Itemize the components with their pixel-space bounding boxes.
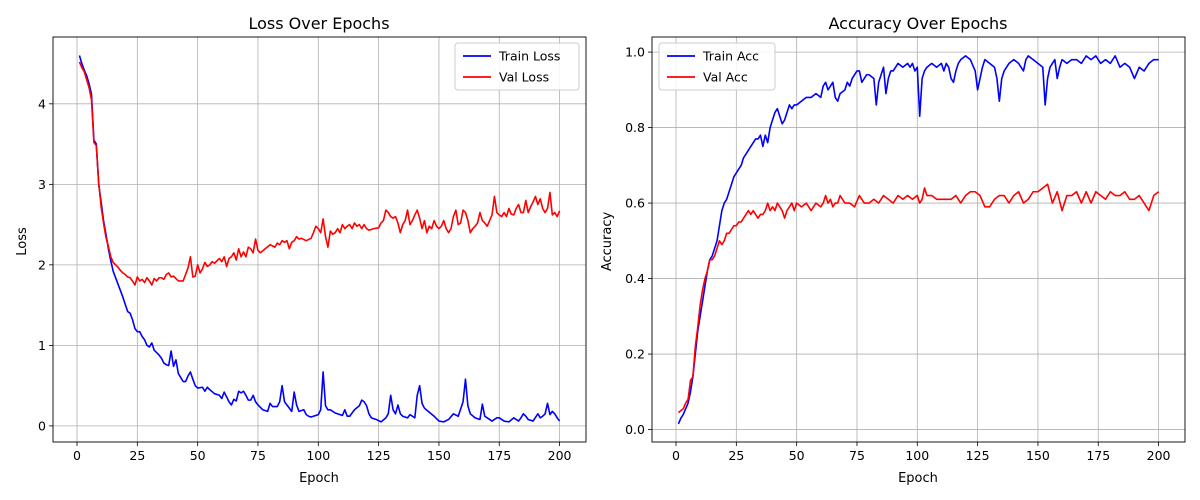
loss-xtick-label-2: 50 <box>190 448 206 463</box>
loss-xtick-label-6: 150 <box>427 448 451 463</box>
accuracy-xtick-label-5: 125 <box>966 448 990 463</box>
accuracy-xtick-label-3: 75 <box>849 448 865 463</box>
accuracy-chart-ylabel: Accuracy <box>600 212 615 272</box>
accuracy-legend: Train Acc Val Acc <box>658 42 776 91</box>
accuracy-xtick-label-6: 150 <box>1026 448 1050 463</box>
accuracy-ytick-label-0: 0.0 <box>625 422 645 437</box>
accuracy-ytick-label-4: 0.8 <box>625 120 645 135</box>
accuracy-xtick-label-4: 100 <box>905 448 929 463</box>
loss-legend-box <box>454 42 580 91</box>
loss-legend: Train Loss Val Loss <box>454 42 580 91</box>
loss-ytick-label-4: 4 <box>38 96 46 111</box>
loss-ytick-label-2: 2 <box>38 257 46 272</box>
accuracy-legend-box <box>658 42 776 91</box>
accuracy-series-val-acc <box>677 183 1160 414</box>
loss-chart-ylabel: Loss <box>15 227 30 256</box>
accuracy-xtick-label-8: 200 <box>1147 448 1171 463</box>
accuracy-legend-label-0: Train Acc <box>702 49 759 64</box>
loss-xtick-label-0: 0 <box>73 448 81 463</box>
loss-ytick-label-0: 0 <box>38 418 46 433</box>
accuracy-xtick-label-0: 0 <box>672 448 680 463</box>
accuracy-ytick-label-5: 1.0 <box>625 45 645 60</box>
loss-xtick-label-5: 125 <box>367 448 391 463</box>
accuracy-ytick-label-3: 0.6 <box>625 196 645 211</box>
accuracy-chart-xlabel: Epoch <box>898 471 938 486</box>
accuracy-xtick-label-7: 175 <box>1086 448 1110 463</box>
loss-axes-frame <box>52 36 587 443</box>
loss-chart-title: Loss Over Epochs <box>248 14 389 33</box>
accuracy-chart-title: Accuracy Over Epochs <box>828 14 1007 33</box>
loss-ytick-label-1: 1 <box>38 338 46 353</box>
loss-xtick-label-8: 200 <box>548 448 572 463</box>
accuracy-series-train-acc <box>677 55 1159 425</box>
loss-xtick-label-7: 175 <box>487 448 511 463</box>
accuracy-axes-frame <box>651 36 1186 443</box>
loss-series-val-loss <box>78 61 561 286</box>
loss-xtick-label-3: 75 <box>250 448 266 463</box>
accuracy-ytick-label-1: 0.2 <box>625 347 645 362</box>
loss-ytick-label-3: 3 <box>38 177 46 192</box>
accuracy-xtick-label-2: 50 <box>789 448 805 463</box>
loss-chart-panel: Loss Over Epochs Epoch Loss 0 25 50 75 100 12… <box>15 14 587 486</box>
loss-xtick-label-4: 100 <box>306 448 330 463</box>
loss-series-train-loss <box>78 55 561 423</box>
loss-legend-label-1: Val Loss <box>499 70 549 85</box>
accuracy-legend-label-1: Val Acc <box>703 70 748 85</box>
loss-chart-xlabel: Epoch <box>299 471 339 486</box>
loss-xtick-label-1: 25 <box>129 448 145 463</box>
loss-legend-label-0: Train Loss <box>498 49 560 64</box>
accuracy-chart-panel: Accuracy Over Epochs Epoch Accuracy 0 25 5… <box>600 14 1186 486</box>
accuracy-xtick-label-1: 25 <box>728 448 744 463</box>
accuracy-ytick-label-2: 0.4 <box>625 271 645 286</box>
